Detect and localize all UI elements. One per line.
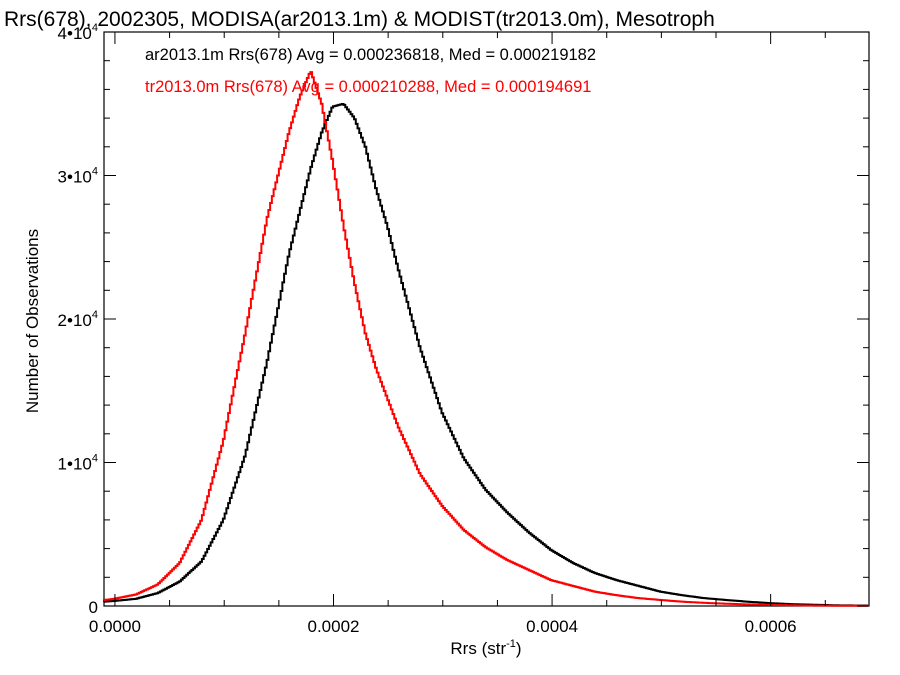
x-axis-label-end: ) bbox=[516, 639, 522, 658]
y-tick-label: 4•104 bbox=[58, 22, 98, 43]
plot-border bbox=[103, 31, 870, 607]
x-axis-label-main: Rrs (str bbox=[450, 639, 506, 658]
x-tick-label: 0.0000 bbox=[89, 617, 141, 636]
y-tick-label: 3•104 bbox=[58, 166, 98, 187]
x-tick-label: 0.0004 bbox=[526, 617, 578, 636]
tick-labels-layer: 0.0000 0.0002 0.0004 0.0006 0 1•104 2•104 3•104… bbox=[58, 22, 797, 636]
x-axis-label-superscript: -1 bbox=[506, 638, 516, 650]
chart-title: Rrs(678), 2002305, MODISA(ar2013.1m) & M… bbox=[4, 8, 715, 31]
series-line-0 bbox=[103, 102, 869, 607]
annotation-series-tr2013: tr2013.0m Rrs(678) Avg = 0.000210288, Me… bbox=[145, 78, 591, 96]
x-tick-label: 0.0002 bbox=[308, 617, 360, 636]
y-tick-label: 2•104 bbox=[58, 309, 98, 330]
plot-frame bbox=[103, 31, 870, 607]
y-tick-label: 0 bbox=[89, 598, 98, 617]
series-layer bbox=[103, 71, 869, 607]
series-line-1 bbox=[103, 71, 869, 607]
x-tick-label: 0.0006 bbox=[745, 617, 797, 636]
annotation-series-ar2013: ar2013.1m Rrs(678) Avg = 0.000236818, Me… bbox=[145, 46, 596, 64]
ticks-layer bbox=[104, 31, 869, 607]
y-tick-label: 1•104 bbox=[58, 453, 98, 474]
y-axis-label: Number of Observations bbox=[23, 229, 42, 413]
x-axis-label: Rrs (str-1) bbox=[450, 638, 521, 658]
